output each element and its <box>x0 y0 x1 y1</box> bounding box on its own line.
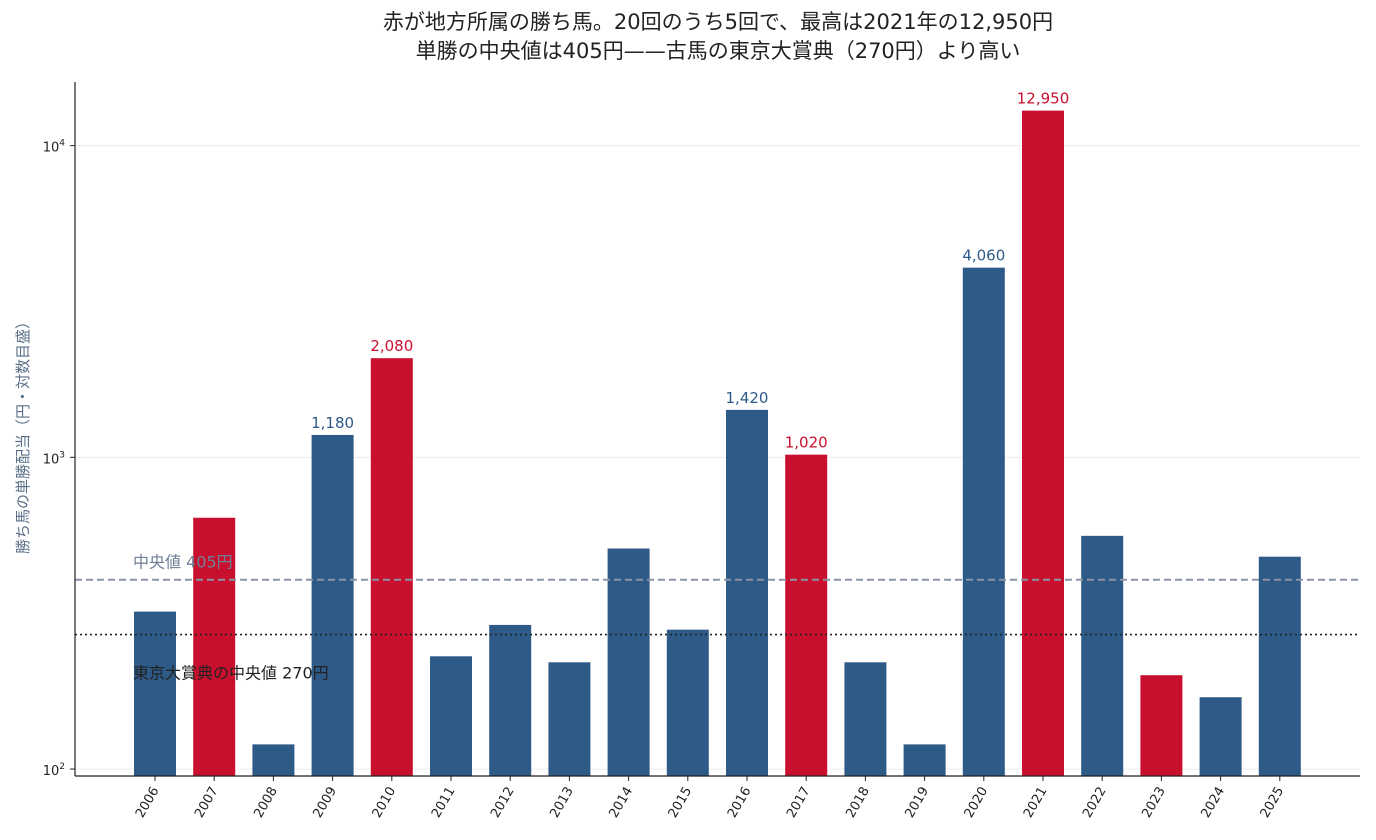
x-tick-label-2016: 2016 <box>725 785 755 821</box>
data-label-2021: 12,950 <box>1017 90 1070 108</box>
bar-2011 <box>430 656 472 776</box>
bar-2007 <box>193 517 236 776</box>
bar-2014 <box>607 548 650 776</box>
x-tick-label-2014: 2014 <box>607 785 637 821</box>
tokyo-median-label: 東京大賞典の中央値 270円 <box>133 664 329 683</box>
bar-2013 <box>548 662 591 776</box>
x-tick-label-2022: 2022 <box>1080 785 1110 821</box>
data-labels: 1,180 2,080 1,420 1,020 4,060 12,950 <box>311 90 1069 452</box>
x-tick-label-2024: 2024 <box>1199 785 1229 821</box>
x-tick-label-2015: 2015 <box>666 785 696 821</box>
x-tick-label-2008: 2008 <box>251 785 281 821</box>
x-tick-label-2017: 2017 <box>784 785 814 821</box>
x-tick-label-2007: 2007 <box>192 785 222 821</box>
x-tick-label-2011: 2011 <box>429 785 459 821</box>
bar-2019 <box>903 744 946 776</box>
axes <box>70 82 1360 781</box>
data-label-2010: 2,080 <box>370 337 413 355</box>
data-label-2009: 1,180 <box>311 414 354 432</box>
bar-2020 <box>962 267 1005 776</box>
bar-2017 <box>785 454 828 776</box>
x-tick-label-2010: 2010 <box>370 785 400 821</box>
bar-2024 <box>1199 697 1242 776</box>
chart-subtitle: 単勝の中央値は405円——古馬の東京大賞典（270円）より高い <box>415 39 1021 63</box>
y-tick-label: 104 <box>43 139 66 156</box>
bar-2025 <box>1258 556 1301 776</box>
x-tick-label-2019: 2019 <box>903 785 933 821</box>
y-tick-label: 102 <box>43 762 65 779</box>
x-tick-label-2023: 2023 <box>1139 785 1169 821</box>
bar-2012 <box>489 624 532 776</box>
bar-2018 <box>844 662 887 776</box>
x-tick-label-2025: 2025 <box>1258 785 1288 821</box>
x-tick-label-2009: 2009 <box>311 785 341 821</box>
bars <box>134 110 1301 776</box>
bar-2023 <box>1140 675 1183 776</box>
y-axis-label: 勝ち馬の単勝配当（円・対数目盛） <box>14 314 32 554</box>
bar-2015 <box>666 629 709 776</box>
x-tick-label-2013: 2013 <box>547 785 577 821</box>
bar-2021 <box>1022 110 1064 776</box>
bar-2010 <box>370 358 413 776</box>
x-tick-label-2012: 2012 <box>488 785 518 821</box>
chart-title-block: 赤が地方所属の勝ち馬。20回のうち5回で、最高は2021年の12,950円 単勝… <box>0 8 1376 66</box>
bar-2016 <box>726 409 768 776</box>
chart-title: 赤が地方所属の勝ち馬。20回のうち5回で、最高は2021年の12,950円 <box>382 10 1054 34</box>
bar-2009 <box>311 434 354 776</box>
x-tick-label-2021: 2021 <box>1021 785 1051 821</box>
data-label-2017: 1,020 <box>785 434 828 452</box>
median-label: 中央値 405円 <box>133 553 233 572</box>
data-label-2020: 4,060 <box>962 247 1005 265</box>
data-label-2016: 1,420 <box>726 389 769 407</box>
x-tick-label-2020: 2020 <box>962 785 992 821</box>
bar-2008 <box>252 744 295 776</box>
bar-2022 <box>1081 535 1124 776</box>
x-tick-label-2006: 2006 <box>133 785 163 821</box>
bar-2006 <box>134 611 176 776</box>
y-tick-label: 103 <box>43 450 65 467</box>
x-tick-label-2018: 2018 <box>843 785 873 821</box>
